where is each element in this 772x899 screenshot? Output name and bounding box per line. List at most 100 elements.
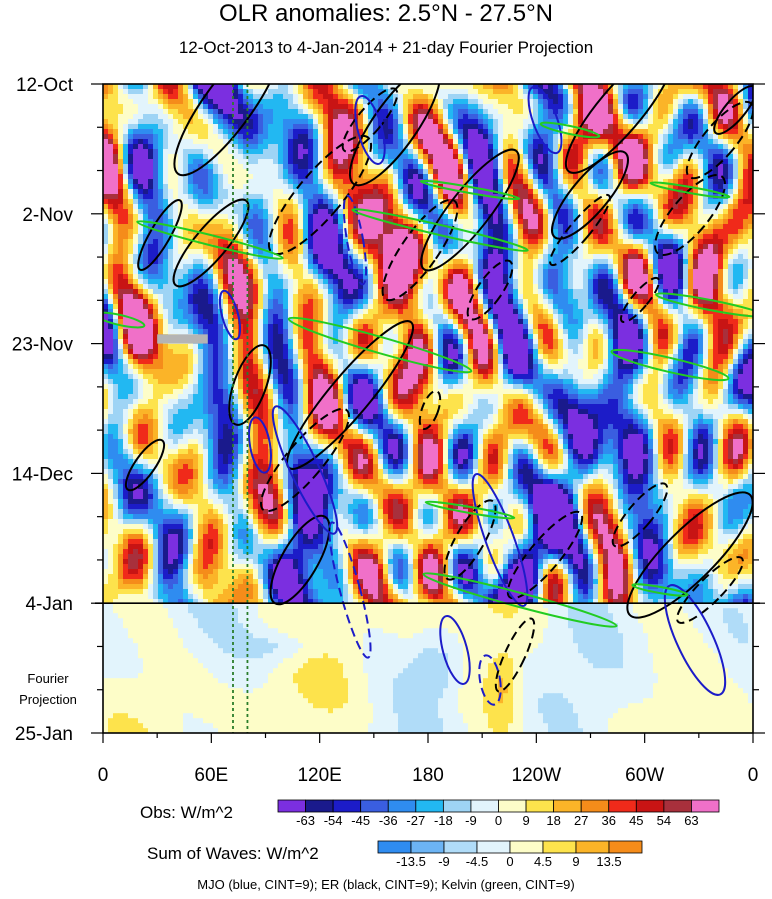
- er-contour: [267, 134, 373, 256]
- waves-colorbar-level-label: -4.5: [466, 854, 488, 869]
- waves-colorbar-box: [410, 840, 445, 854]
- y-tick-label: 2-Nov: [22, 205, 73, 226]
- obs-colorbar-level-label: -63: [296, 813, 315, 828]
- y-tick-label: 14-Dec: [12, 464, 73, 485]
- obs-colorbar-box: [498, 799, 527, 813]
- er-contour: [228, 344, 272, 426]
- y-tick-label: 25-Jan: [15, 724, 73, 745]
- x-tick-label: 180: [412, 765, 444, 786]
- obs-colorbar-level-label: -54: [324, 813, 343, 828]
- er-contour: [654, 173, 726, 257]
- er-contour: [260, 407, 350, 513]
- waves-colorbar-box: [542, 840, 577, 854]
- kelvin-contour: [649, 181, 731, 199]
- obs-colorbar-level-label: -9: [465, 813, 477, 828]
- obs-colorbar-level-label: 0: [495, 813, 502, 828]
- kelvin-contour: [539, 121, 601, 139]
- obs-colorbar-box: [470, 799, 499, 813]
- obs-colorbar-box: [387, 799, 417, 813]
- waves-colorbar-box: [575, 840, 610, 854]
- y-tick-label: 4-Jan: [25, 594, 73, 615]
- obs-colorbar-box: [332, 799, 362, 813]
- er-contour: [420, 148, 520, 272]
- obs-colorbar-level-label: 18: [546, 813, 560, 828]
- er-contour: [418, 390, 442, 430]
- obs-colorbar-level-label: -27: [406, 813, 425, 828]
- kelvin-contour: [103, 311, 146, 329]
- plot-axes: 12-Oct 2-Nov 23-Nov 14-Dec 4-Jan 25-Jan 0 60E 12…: [12, 75, 765, 786]
- er-contour: [713, 85, 753, 135]
- obs-colorbar-box: [277, 799, 306, 813]
- obs-colorbar-box: [635, 799, 665, 813]
- mjo-contour: [354, 95, 386, 165]
- waves-colorbar-level-label: 13.5: [596, 854, 621, 869]
- obs-colorbar-box: [608, 799, 637, 813]
- mjo-contour: [218, 289, 242, 341]
- mjo-contour: [471, 473, 529, 607]
- er-contour: [549, 193, 611, 267]
- kelvin-contour: [631, 583, 689, 597]
- kelvin-contour: [655, 292, 753, 318]
- missing-data-box: [157, 334, 208, 344]
- er-contour: [506, 510, 584, 600]
- waves-colorbar-box: [476, 840, 511, 854]
- x-tick-label: 60E: [194, 765, 228, 786]
- x-tick-label: 120E: [297, 765, 341, 786]
- obs-anomaly-field: [103, 84, 753, 603]
- kelvin-contour: [422, 572, 618, 628]
- er-contour: [494, 617, 536, 693]
- obs-colorbar-level-label: 45: [629, 813, 643, 828]
- er-contour: [137, 199, 183, 271]
- er-contour: [619, 276, 661, 324]
- kelvin-contour: [287, 316, 473, 374]
- mjo-contour: [478, 654, 502, 706]
- waves-colorbar-box: [509, 840, 544, 854]
- er-contour: [611, 482, 669, 548]
- obs-colorbar-box: [580, 799, 610, 813]
- x-tick-label: 0: [98, 765, 109, 786]
- obs-colorbar-level-label: 27: [574, 813, 588, 828]
- obs-colorbar-level-label: 9: [522, 813, 529, 828]
- er-contour: [466, 259, 514, 321]
- er-contour: [173, 84, 283, 177]
- obs-colorbar-level-label: -18: [434, 813, 453, 828]
- kelvin-contour: [424, 500, 516, 520]
- waves-colorbar-label: Sum of Waves: W/m^2: [147, 844, 319, 863]
- obs-colorbar-box: [663, 799, 692, 813]
- waves-colorbar-level-label: 0: [506, 854, 513, 869]
- mjo-contour: [342, 194, 368, 286]
- kelvin-contour: [136, 220, 284, 260]
- kelvin-contour: [610, 348, 730, 382]
- er-contour: [443, 499, 497, 581]
- waves-colorbar-box: [377, 840, 412, 854]
- waves-colorbar-box: [443, 840, 478, 854]
- footnote: MJO (blue, CINT=9); ER (black, CINT=9); …: [197, 877, 575, 892]
- kelvin-contour: [351, 208, 529, 252]
- er-contour: [551, 150, 629, 240]
- chart-subtitle: 12-Oct-2013 to 4-Jan-2014 + 21-day Fouri…: [178, 38, 594, 57]
- y-tick-label: 23-Nov: [12, 335, 74, 356]
- waves-colorbar-level-label: 9: [572, 854, 579, 869]
- x-tick-label: 60W: [625, 765, 664, 786]
- obs-colorbar-level-label: 63: [684, 813, 698, 828]
- obs-colorbar-box: [553, 799, 582, 813]
- er-contour: [341, 87, 399, 153]
- mjo-contour: [271, 405, 339, 535]
- er-contour: [124, 438, 166, 492]
- chart-title: OLR anomalies: 2.5°N - 27.5°N: [218, 0, 553, 27]
- mjo-contour: [527, 85, 563, 155]
- wave-contours: [103, 84, 753, 706]
- waves-colorbar-level-label: -9: [438, 854, 450, 869]
- obs-colorbar-label: Obs: W/m^2: [140, 803, 233, 822]
- er-contour: [626, 491, 753, 619]
- waves-colorbar-box: [608, 840, 643, 854]
- y-tick-label: 12-Oct: [16, 75, 74, 96]
- mjo-contour: [439, 615, 471, 685]
- x-tick-label: 120W: [512, 765, 562, 786]
- obs-colorbar-level-label: 36: [602, 813, 616, 828]
- kelvin-contour: [419, 179, 521, 201]
- obs-colorbar-box: [305, 799, 334, 813]
- obs-colorbar-box: [525, 799, 555, 813]
- obs-colorbar-box: [360, 799, 389, 813]
